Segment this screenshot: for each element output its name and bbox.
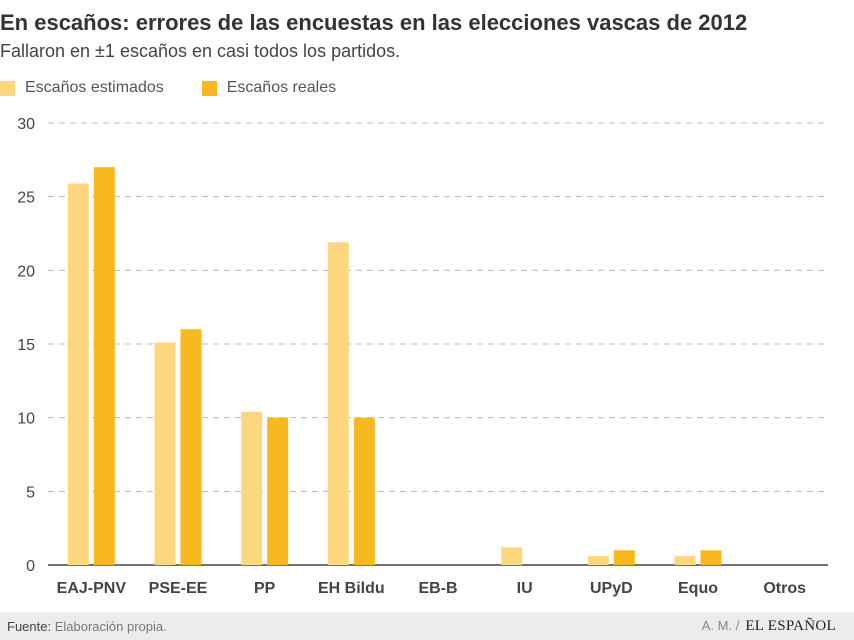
footer: Fuente: Elaboración propia. A. M. / EL E… <box>0 612 854 640</box>
x-tick-label-7: Equo <box>678 580 718 597</box>
bar-real-7 <box>700 550 722 565</box>
footer-source: Fuente: Elaboración propia. <box>7 619 167 634</box>
bar-real-3 <box>353 417 375 565</box>
chart-legend: Escaños estimados Escaños reales <box>0 78 374 98</box>
legend-item-estimated: Escaños estimados <box>0 79 164 97</box>
footer-credit: A. M. / EL ESPAÑOL <box>702 618 836 635</box>
x-tick-label-6: UPyD <box>590 580 633 597</box>
legend-swatch-estimated <box>0 80 15 96</box>
y-tick-label-20: 20 <box>17 263 35 280</box>
bar-estimated-1 <box>154 342 176 565</box>
y-tick-label-15: 15 <box>17 337 35 354</box>
y-tick-label-30: 30 <box>17 116 35 133</box>
x-tick-label-2: PP <box>254 580 276 597</box>
legend-label-real: Escaños reales <box>226 79 337 96</box>
x-tick-label-0: EAJ-PNV <box>57 580 127 597</box>
bar-real-0 <box>93 167 115 565</box>
chart-title: En escaños: errores de las encuestas en … <box>0 10 748 35</box>
bar-estimated-7 <box>674 556 696 565</box>
el-espanol-logo: EL ESPAÑOL <box>745 618 836 634</box>
chart-subtitle: Fallaron en ±1 escaños en casi todos los… <box>0 41 401 61</box>
source-text: Elaboración propia. <box>54 619 167 634</box>
y-tick-label-0: 0 <box>26 558 35 575</box>
bar-estimated-0 <box>67 183 89 565</box>
x-tick-label-3: EH Bildu <box>318 580 385 597</box>
x-tick-label-1: PSE-EE <box>149 580 208 597</box>
y-tick-label-5: 5 <box>26 484 35 501</box>
source-label: Fuente: <box>7 619 52 634</box>
bar-estimated-6 <box>587 556 609 565</box>
y-tick-label-10: 10 <box>17 411 35 428</box>
author-credit: A. M. / <box>701 618 740 633</box>
x-tick-label-8: Otros <box>763 580 806 597</box>
x-tick-label-5: IU <box>517 580 533 597</box>
bar-estimated-2 <box>241 411 263 565</box>
bar-estimated-5 <box>501 547 523 565</box>
y-tick-label-25: 25 <box>17 190 35 207</box>
legend-swatch-real <box>201 80 217 96</box>
bar-real-2 <box>267 417 289 565</box>
legend-label-estimated: Escaños estimados <box>25 79 164 96</box>
bar-chart: 0 5 10 15 20 25 30 EAJ-PNV PSE-EE PP EH Bildu EB-B I… <box>17 116 828 597</box>
legend-item-real: Escaños reales <box>201 79 337 97</box>
bar-real-1 <box>180 329 202 565</box>
bar-estimated-3 <box>327 242 349 565</box>
bar-real-6 <box>613 550 635 565</box>
x-tick-label-4: EB-B <box>418 580 457 597</box>
